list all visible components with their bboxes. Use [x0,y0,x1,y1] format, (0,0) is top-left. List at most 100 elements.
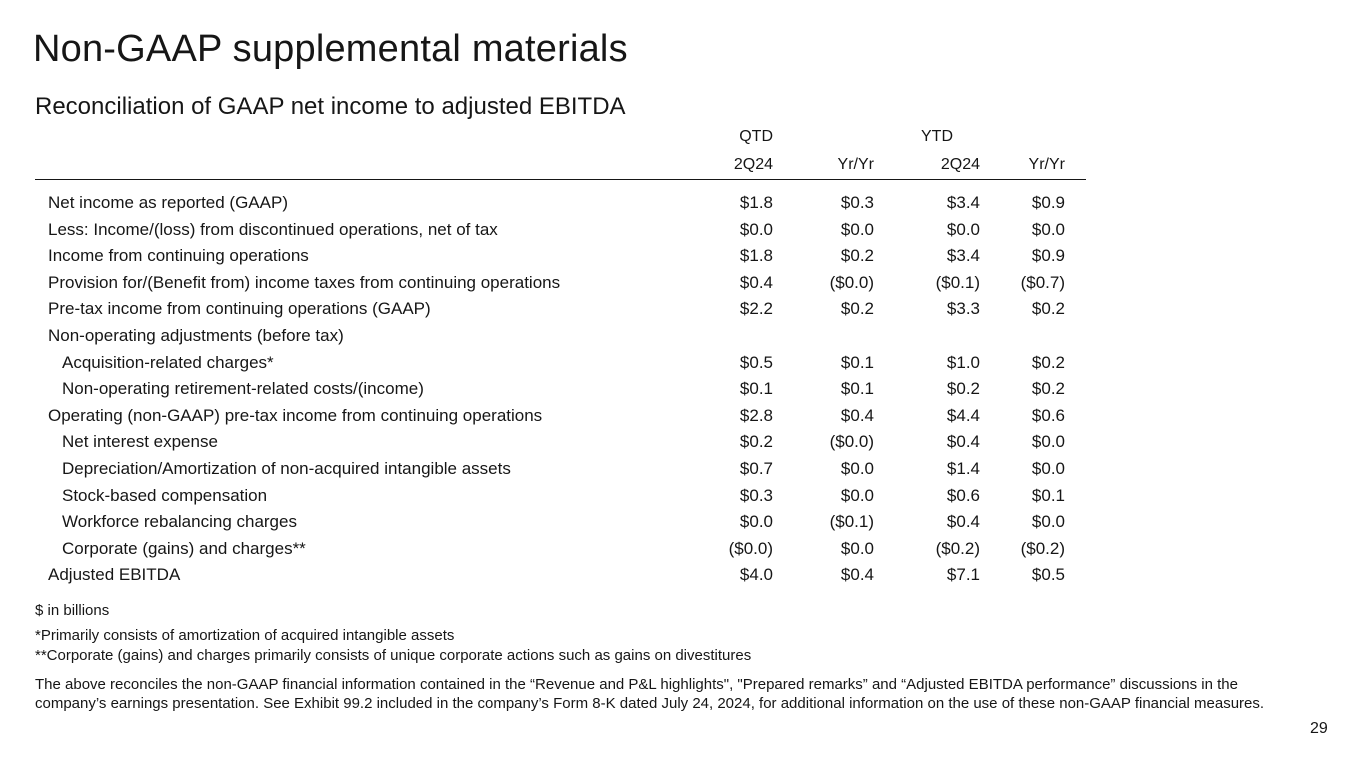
table-row: Non-operating adjustments (before tax) [35,323,1075,350]
row-label: Net interest expense [62,432,218,452]
cell-qtd-yr-yr: ($0.0) [829,272,874,292]
cell-ytd-yr-yr: $0.5 [1031,565,1065,585]
row-label: Net income as reported (GAAP) [48,193,288,212]
column-header-qtd-yr-yr: Yr/Yr [837,156,874,173]
table-row: Adjusted EBITDA $4.0 $0.4 $7.1 $0.5 [35,562,1075,589]
cell-ytd-yr-yr: $0.0 [1031,458,1065,478]
cell-qtd-value: $0.4 [739,272,773,292]
cell-qtd-yr-yr: $0.2 [840,299,874,319]
table-row: Depreciation/Amortization of non-acquire… [35,456,1075,483]
cell-qtd-yr-yr: $0.3 [840,193,874,212]
cell-qtd-yr-yr: $0.0 [840,538,874,558]
cell-qtd-yr-yr: ($0.1) [829,512,874,532]
cell-ytd-value: ($0.2) [935,538,980,558]
cell-ytd-yr-yr: $0.0 [1031,219,1065,239]
header-divider [35,179,1086,180]
cell-qtd-value: $0.3 [739,485,773,505]
cell-qtd-value: $0.0 [739,219,773,239]
cell-qtd-value: $0.1 [739,379,773,399]
cell-qtd-yr-yr: $0.1 [840,379,874,399]
cell-ytd-value: $7.1 [946,565,980,585]
row-label: Depreciation/Amortization of non-acquire… [62,458,511,478]
row-label: Income from continuing operations [48,246,309,266]
row-label: Operating (non-GAAP) pre-tax income from… [48,405,543,425]
cell-qtd-value: $0.5 [739,352,773,372]
cell-ytd-value: $3.4 [946,246,980,266]
footnote-acquisition: *Primarily consists of amortization of a… [35,627,455,644]
cell-qtd-value: $0.0 [739,512,773,532]
cell-qtd-yr-yr: ($0.0) [829,432,874,452]
cell-qtd-value: $1.8 [739,193,773,212]
cell-ytd-value: $0.2 [946,379,980,399]
cell-ytd-value: $1.4 [946,458,980,478]
cell-ytd-yr-yr: $0.9 [1031,246,1065,266]
cell-qtd-yr-yr: $0.2 [840,246,874,266]
cell-ytd-yr-yr: $0.9 [1031,193,1065,212]
cell-qtd-yr-yr: $0.0 [840,458,874,478]
row-label: Workforce rebalancing charges [62,512,297,532]
row-label: Pre-tax income from continuing operation… [48,299,431,319]
row-label: Corporate (gains) and charges** [62,538,306,558]
table-title: Reconciliation of GAAP net income to adj… [35,93,626,120]
table-row: Income from continuing operations $1.8 $… [35,243,1075,270]
cell-ytd-yr-yr: $0.2 [1031,379,1065,399]
units-note: $ in billions [35,602,110,619]
cell-ytd-value: $3.3 [946,299,980,319]
cell-ytd-value: $4.4 [946,405,980,425]
cell-ytd-value: $1.0 [946,352,980,372]
cell-ytd-yr-yr: $0.0 [1031,432,1065,452]
table-row: Net interest expense $0.2 ($0.0) $0.4 $0… [35,429,1075,456]
cell-qtd-yr-yr: $0.0 [840,219,874,239]
cell-qtd-value: ($0.0) [728,538,773,558]
cell-qtd-yr-yr: $0.0 [840,485,874,505]
footnote-corporate: **Corporate (gains) and charges primaril… [35,647,752,664]
row-label: Adjusted EBITDA [48,565,181,585]
cell-qtd-yr-yr: $0.4 [840,565,874,585]
cell-ytd-value: $3.4 [946,193,980,212]
cell-ytd-value: $0.6 [946,485,980,505]
page-title: Non-GAAP supplemental materials [33,28,628,70]
cell-qtd-value: $1.8 [739,246,773,266]
disclaimer-text: The above reconciles the non-GAAP financ… [35,676,1265,712]
row-label: Non-operating retirement-related costs/(… [62,379,424,399]
group-header-ytd: YTD [921,128,953,145]
row-label: Stock-based compensation [62,485,268,505]
table-row: Less: Income/(loss) from discontinued op… [35,217,1075,244]
cell-ytd-yr-yr: $0.2 [1031,299,1065,319]
row-label: Less: Income/(loss) from discontinued op… [48,219,498,239]
table-row: Non-operating retirement-related costs/(… [35,376,1075,403]
cell-ytd-yr-yr: ($0.2) [1020,538,1065,558]
cell-ytd-yr-yr: ($0.7) [1020,272,1065,292]
cell-qtd-yr-yr: $0.4 [840,405,874,425]
column-header-ytd-2q24: 2Q24 [940,156,980,173]
cell-ytd-yr-yr: $0.2 [1031,352,1065,372]
group-header-qtd: QTD [739,128,773,145]
cell-qtd-value: $4.0 [739,565,773,585]
table-row: Workforce rebalancing charges $0.0 ($0.1… [35,509,1075,536]
cell-qtd-yr-yr: $0.1 [840,352,874,372]
cell-ytd-value: $0.4 [946,512,980,532]
cell-qtd-value: $0.2 [739,432,773,452]
row-label: Non-operating adjustments (before tax) [48,325,344,345]
page-number: 29 [1310,720,1328,737]
row-label: Provision for/(Benefit from) income taxe… [48,272,561,292]
cell-ytd-yr-yr: $0.1 [1031,485,1065,505]
cell-ytd-value: $0.0 [946,219,980,239]
column-header-ytd-yr-yr: Yr/Yr [1028,156,1065,173]
cell-qtd-value: $2.8 [739,405,773,425]
cell-ytd-value: $0.4 [946,432,980,452]
column-header-qtd-2q24: 2Q24 [733,156,773,173]
cell-ytd-yr-yr: $0.0 [1031,512,1065,532]
cell-ytd-yr-yr: $0.6 [1031,405,1065,425]
table-row: Net income as reported (GAAP) $1.8 $0.3 … [35,190,1075,217]
cell-qtd-value: $0.7 [739,458,773,478]
table-row: Corporate (gains) and charges** ($0.0) $… [35,536,1075,563]
cell-qtd-value: $2.2 [739,299,773,319]
reconciliation-table: Net income as reported (GAAP) $1.8 $0.3 … [35,190,1075,589]
table-row: Stock-based compensation $0.3 $0.0 $0.6 … [35,483,1075,510]
row-label: Acquisition-related charges* [62,352,274,372]
cell-ytd-value: ($0.1) [935,272,980,292]
table-row: Pre-tax income from continuing operation… [35,296,1075,323]
table-row: Acquisition-related charges* $0.5 $0.1 $… [35,350,1075,377]
table-row: Operating (non-GAAP) pre-tax income from… [35,403,1075,430]
